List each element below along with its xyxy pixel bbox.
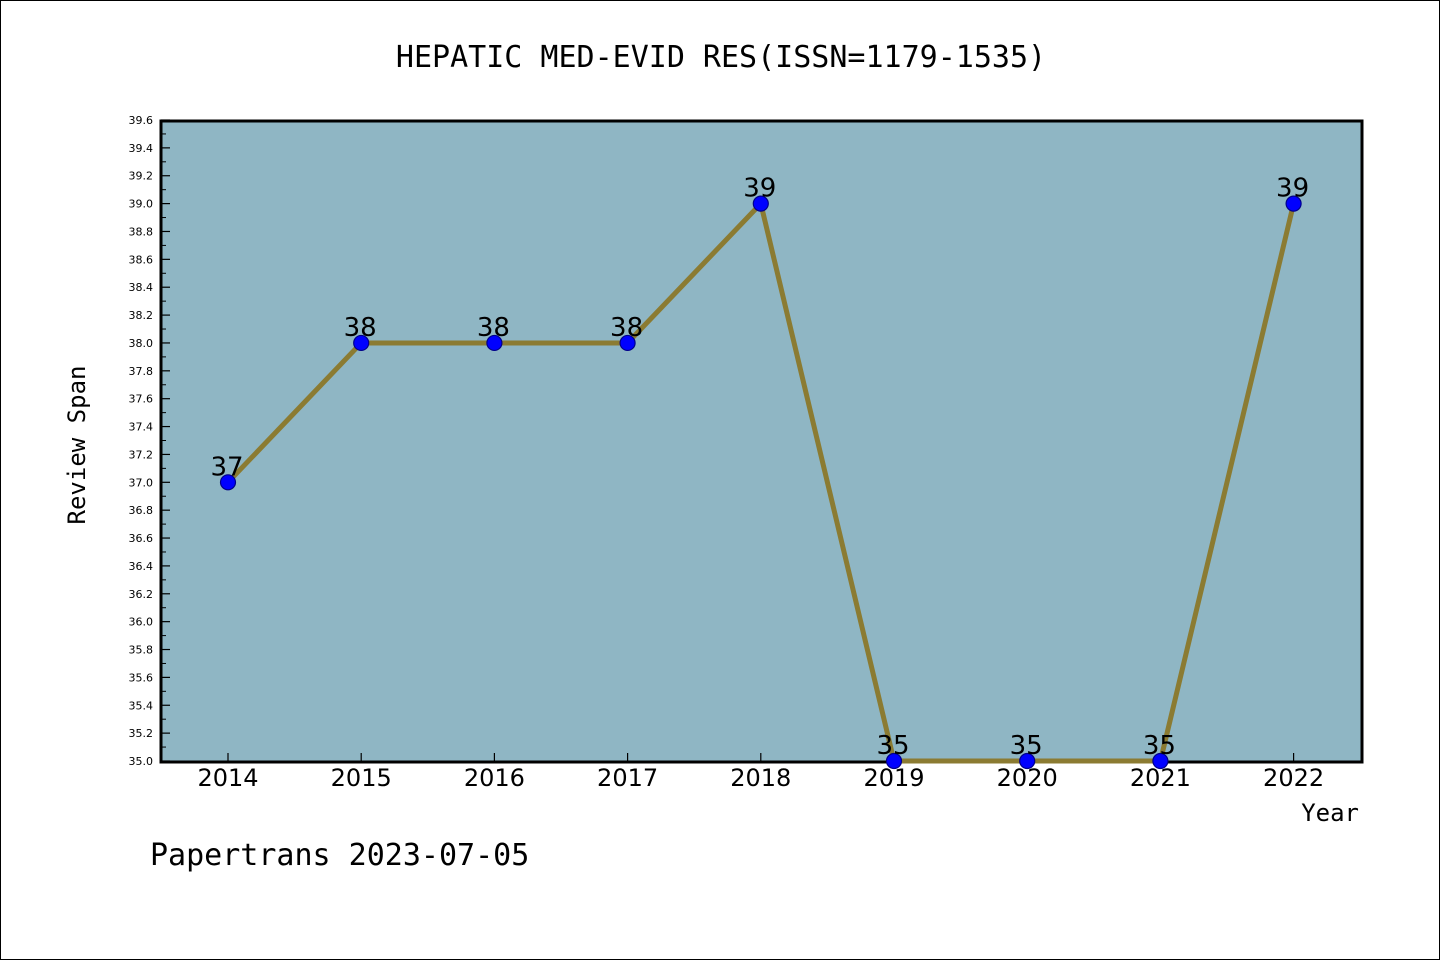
data-point xyxy=(885,752,903,770)
y-tick-label: 38.2 xyxy=(129,309,154,322)
y-tick-label: 37.6 xyxy=(129,393,154,406)
y-tick-label: 39.2 xyxy=(129,170,154,183)
data-point xyxy=(1152,752,1169,770)
y-tick-label: 38.0 xyxy=(129,337,154,350)
data-point xyxy=(219,474,237,491)
x-tick-label: 2017 xyxy=(597,764,658,792)
data-point xyxy=(752,195,769,212)
y-tick-label: 38.6 xyxy=(129,253,154,266)
x-axis: 2014 2015 2016 2017 2018 2019 2020 2021 2022 xyxy=(197,753,1324,792)
x-tick-label: 2016 xyxy=(464,764,525,792)
y-tick-label: 39.0 xyxy=(129,198,154,211)
x-tick-label: 2014 xyxy=(197,764,258,792)
y-tick-label: 36.6 xyxy=(129,532,154,545)
y-tick-label: 36.2 xyxy=(129,588,154,601)
x-axis-label: Year xyxy=(1301,799,1359,827)
y-tick-label: 36.8 xyxy=(129,504,154,517)
data-label: 39 xyxy=(1276,174,1309,204)
data-point xyxy=(1019,752,1036,770)
data-label: 38 xyxy=(610,313,643,343)
data-label: 38 xyxy=(477,313,510,343)
y-tick-label: 35.0 xyxy=(129,755,154,768)
footer-watermark: Papertrans 2023-07-05 xyxy=(150,838,529,873)
data-label: 35 xyxy=(1010,731,1043,761)
chart-title: HEPATIC MED-EVID RES(ISSN=1179-1535) xyxy=(396,40,1046,75)
data-label: 37 xyxy=(210,452,243,482)
data-label: 35 xyxy=(1143,731,1176,761)
y-tick-label: 35.8 xyxy=(129,644,154,657)
data-label: 38 xyxy=(344,313,377,343)
data-label: 35 xyxy=(876,731,909,761)
y-tick-label: 35.2 xyxy=(129,727,154,740)
data-point xyxy=(1285,195,1302,212)
y-tick-label: 36.4 xyxy=(129,560,154,573)
y-tick-label: 35.6 xyxy=(129,671,154,684)
y-tick-label: 36.0 xyxy=(129,616,154,629)
x-tick-label: 2022 xyxy=(1263,764,1324,792)
y-tick-label: 39.6 xyxy=(129,114,154,127)
y-tick-label: 35.4 xyxy=(129,699,154,712)
series-group: 37 38 38 38 39 35 35 35 39 xyxy=(210,174,1309,770)
y-tick-label: 38.8 xyxy=(129,225,154,238)
y-tick-label: 37.8 xyxy=(129,365,154,378)
data-point xyxy=(353,334,370,352)
y-tick-label: 37.2 xyxy=(129,448,154,461)
y-tick-label: 37.0 xyxy=(129,476,154,489)
x-tick-label: 2018 xyxy=(730,764,791,792)
y-tick-label: 39.4 xyxy=(129,142,154,155)
y-tick-label: 37.4 xyxy=(129,421,154,434)
x-tick-label: 2015 xyxy=(331,764,392,792)
plot-area xyxy=(159,119,1364,764)
y-tick-label: 38.4 xyxy=(129,281,154,294)
data-point xyxy=(486,334,503,352)
data-label: 39 xyxy=(743,174,776,204)
data-point xyxy=(619,334,636,352)
y-axis: 35.0 35.2 35.4 35.6 35.8 36.0 36.2 36.4 36.6 36.8… xyxy=(129,114,170,768)
y-axis-label: Review Span xyxy=(63,366,91,525)
